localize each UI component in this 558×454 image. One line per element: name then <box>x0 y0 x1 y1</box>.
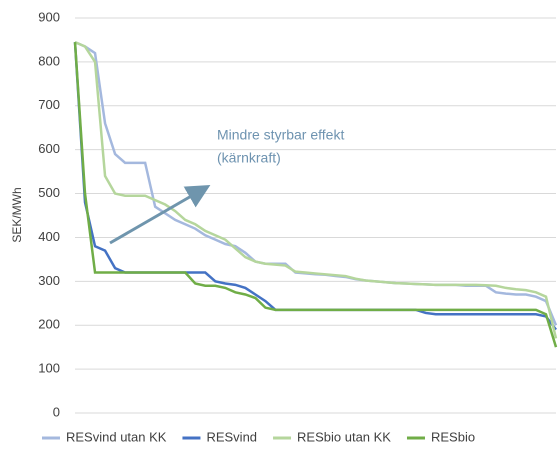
legend-label: RESvind <box>206 429 257 444</box>
y-tick-label: 300 <box>38 273 60 288</box>
y-tick-label: 800 <box>38 53 60 68</box>
series-line <box>74 40 558 326</box>
legend-label: RESbio <box>431 429 475 444</box>
y-tick-label: 200 <box>38 317 60 332</box>
legend-label: RESvind utan KK <box>66 429 167 444</box>
annotation-arrow <box>109 184 211 245</box>
y-axis-label: SEK/MWh <box>10 187 24 242</box>
y-tick-label: 100 <box>38 361 60 376</box>
y-tick-label: 700 <box>38 97 60 112</box>
y-tick-label: 600 <box>38 141 60 156</box>
annotation: (kärnkraft) <box>217 150 281 166</box>
y-tick-label: 900 <box>38 9 60 24</box>
y-tick-label: 400 <box>38 229 60 244</box>
series-line <box>74 40 558 339</box>
annotation: Mindre styrbar effekt <box>217 127 344 143</box>
y-tick-label: 0 <box>53 404 60 419</box>
legend-label: RESbio utan KK <box>297 429 391 444</box>
y-tick-label: 500 <box>38 185 60 200</box>
series-line <box>73 42 558 348</box>
